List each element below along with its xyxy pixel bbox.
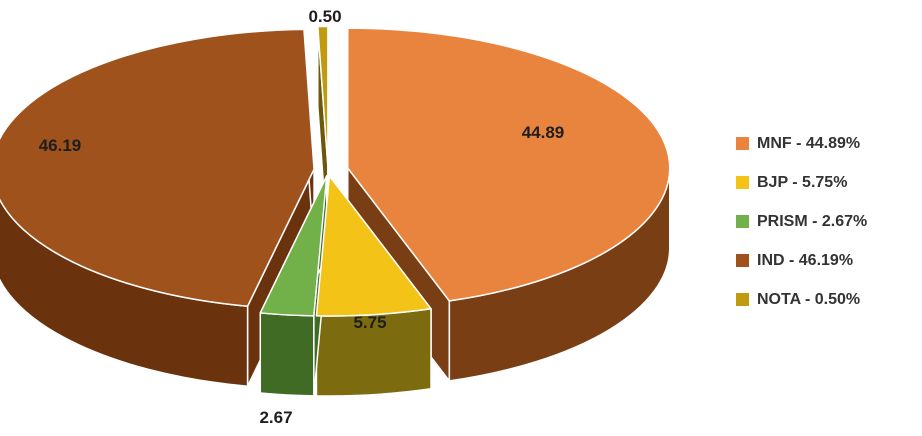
legend-swatch-mnf xyxy=(736,137,749,150)
legend-label-nota: NOTA - 0.50% xyxy=(757,290,861,308)
legend-item-nota: NOTA - 0.50% xyxy=(736,280,867,319)
slice-nota xyxy=(317,25,329,168)
slice-mnf xyxy=(346,27,671,302)
legend-item-ind: IND - 46.19% xyxy=(736,241,867,280)
slice-bjp xyxy=(315,175,432,317)
legend-item-prism: PRISM - 2.67% xyxy=(736,202,867,241)
slice-prism xyxy=(259,175,328,317)
data-label-nota: 0.50 xyxy=(308,7,341,26)
legend-item-bjp: BJP - 5.75% xyxy=(736,163,867,202)
legend-item-mnf: MNF - 44.89% xyxy=(736,124,867,163)
slice-wall-prism-0 xyxy=(259,312,315,397)
data-label-bjp: 5.75 xyxy=(353,313,386,332)
legend-swatch-bjp xyxy=(736,176,749,189)
data-label-ind: 46.19 xyxy=(39,136,82,155)
slice-ind xyxy=(0,28,315,307)
data-label-prism: 2.67 xyxy=(259,408,292,427)
legend: MNF - 44.89% BJP - 5.75% PRISM - 2.67% I… xyxy=(736,124,867,319)
legend-label-prism: PRISM - 2.67% xyxy=(757,212,868,230)
legend-label-mnf: MNF - 44.89% xyxy=(757,134,861,152)
legend-label-bjp: BJP - 5.75% xyxy=(757,173,848,191)
legend-swatch-nota xyxy=(736,293,749,306)
legend-swatch-ind xyxy=(736,254,749,267)
data-label-mnf: 44.89 xyxy=(522,123,565,142)
legend-swatch-prism xyxy=(736,215,749,228)
legend-label-ind: IND - 46.19% xyxy=(757,251,854,269)
